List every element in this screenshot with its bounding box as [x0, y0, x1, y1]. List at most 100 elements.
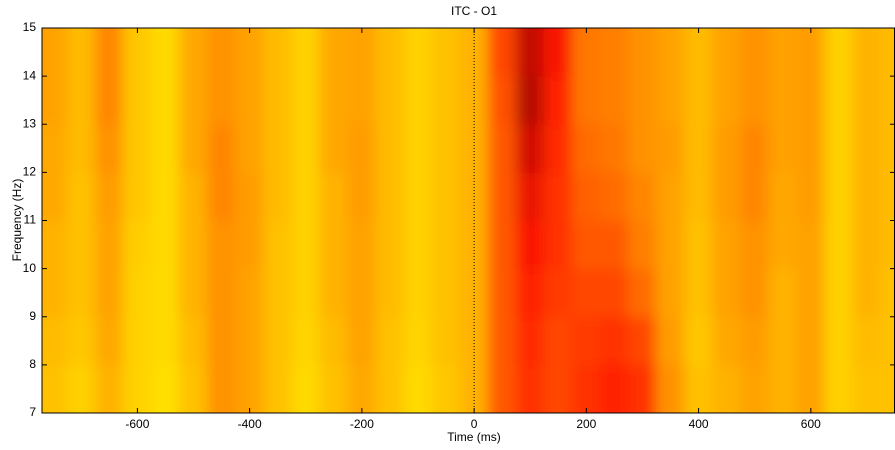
y-tick-label: 9: [29, 309, 36, 323]
heatmap-cell: [852, 75, 882, 125]
heatmap-cell: [684, 268, 714, 318]
heatmap-cell: [796, 75, 826, 125]
heatmap-cell: [150, 123, 180, 173]
heatmap-cell: [375, 75, 405, 125]
heatmap-cell: [515, 220, 545, 270]
heatmap-cell: [403, 123, 433, 173]
heatmap-cell: [150, 171, 180, 221]
heatmap-cell: [487, 364, 517, 413]
heatmap-cell: [824, 364, 854, 413]
heatmap-cell: [543, 268, 573, 318]
heatmap-cell: [66, 171, 96, 221]
heatmap-cell: [178, 364, 209, 413]
heatmap-cell: [375, 268, 405, 318]
heatmap-cell: [94, 75, 124, 125]
heatmap-cell: [852, 364, 882, 413]
x-tick-label: 0: [471, 417, 478, 431]
heatmap-cell: [655, 220, 686, 270]
heatmap-cell: [207, 316, 237, 366]
heatmap-cell: [263, 171, 293, 221]
heatmap-cell: [599, 171, 629, 221]
heatmap-cell: [880, 364, 895, 413]
heatmap-cell: [599, 364, 629, 413]
heatmap-cell: [207, 268, 237, 318]
heatmap-cell: [150, 75, 180, 125]
heatmap-cell: [94, 171, 124, 221]
heatmap-cell: [178, 220, 209, 270]
heatmap-cell: [42, 316, 68, 366]
heatmap-cell: [627, 123, 657, 173]
heatmap-cell: [263, 220, 293, 270]
heatmap-cell: [150, 28, 180, 77]
heatmap-cell: [543, 220, 573, 270]
heatmap-cell: [599, 268, 629, 318]
heatmap-cell: [94, 364, 124, 413]
heatmap-cell: [571, 316, 601, 366]
heatmap-cell: [122, 220, 152, 270]
heatmap-cell: [319, 364, 349, 413]
heatmap-cell: [824, 268, 854, 318]
heatmap-cell: [768, 123, 798, 173]
heatmap-cell: [515, 75, 545, 125]
heatmap-cell: [796, 316, 826, 366]
heatmap-cell: [431, 75, 461, 125]
heatmap-cell: [66, 316, 96, 366]
heatmap-cell: [543, 123, 573, 173]
heatmap-cell: [740, 28, 770, 77]
heatmap-cell: [122, 28, 152, 77]
heatmap-cell: [347, 28, 377, 77]
heatmap-cell: [291, 171, 321, 221]
heatmap-cell: [655, 364, 686, 413]
heatmap-cell: [375, 28, 405, 77]
heatmap-cell: [740, 171, 770, 221]
heatmap-cell: [655, 316, 686, 366]
heatmap-cell: [319, 220, 349, 270]
heatmap-cell: [571, 220, 601, 270]
heatmap-cell: [627, 268, 657, 318]
heatmap-cell: [627, 75, 657, 125]
heatmap-cell: [403, 28, 433, 77]
heatmap-cell: [178, 171, 209, 221]
heatmap-cell: [796, 268, 826, 318]
heatmap-cell: [684, 75, 714, 125]
y-tick-label: 7: [29, 405, 36, 419]
heatmap-cell: [515, 364, 545, 413]
x-axis-label: Time (ms): [447, 430, 501, 444]
heatmap-cell: [543, 75, 573, 125]
heatmap-cell: [627, 364, 657, 413]
heatmap-cell: [375, 171, 405, 221]
y-tick-label: 13: [23, 116, 37, 130]
heatmap-cell: [599, 123, 629, 173]
heatmap-cell: [375, 364, 405, 413]
x-tick-label: -400: [238, 417, 262, 431]
heatmap-cell: [66, 28, 96, 77]
heatmap-cell: [263, 316, 293, 366]
chart-title: ITC - O1: [451, 4, 497, 18]
heatmap-cell: [796, 364, 826, 413]
heatmap-cell: [852, 123, 882, 173]
heatmap-cell: [712, 123, 742, 173]
heatmap-cell: [347, 123, 377, 173]
y-tick-label: 10: [23, 261, 37, 275]
heatmap-cell: [684, 220, 714, 270]
heatmap-cell: [571, 171, 601, 221]
heatmap-cell: [740, 316, 770, 366]
heatmap-cell: [740, 364, 770, 413]
heatmap-cell: [599, 316, 629, 366]
heatmap-cell: [571, 123, 601, 173]
heatmap-cell: [291, 28, 321, 77]
heatmap-cell: [824, 220, 854, 270]
heatmap-cell: [403, 268, 433, 318]
heatmap-cell: [42, 171, 68, 221]
heatmap-cell: [150, 220, 180, 270]
heatmap-cell: [768, 28, 798, 77]
heatmap-cell: [543, 28, 573, 77]
heatmap-cell: [235, 220, 265, 270]
heatmap-cell: [796, 171, 826, 221]
y-tick-label: 12: [23, 165, 37, 179]
heatmap-cell: [42, 28, 68, 77]
heatmap-cell: [263, 123, 293, 173]
heatmap-cell: [684, 364, 714, 413]
heatmap-cell: [403, 316, 433, 366]
